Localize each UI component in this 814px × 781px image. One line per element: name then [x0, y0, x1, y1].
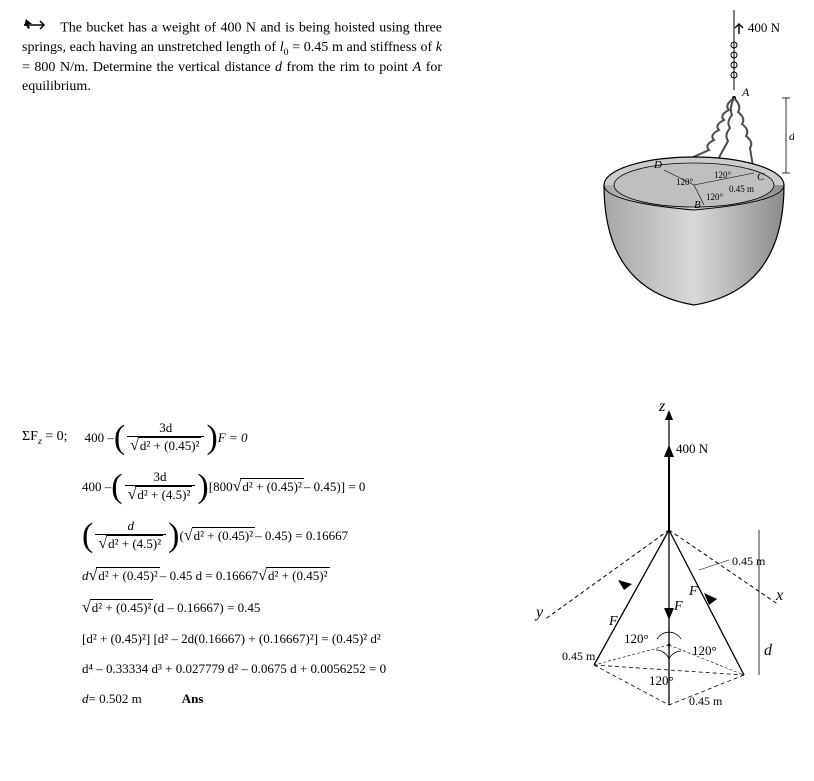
fbd-r2: 0.45 m: [562, 649, 596, 663]
d-var: d: [275, 60, 282, 75]
eq-line-3: ( d √d² + (4.5)² ) ( √d² + (0.45)² – 0.4…: [82, 518, 522, 553]
label-A: A: [741, 85, 750, 99]
cursor-icon: [22, 18, 52, 39]
axis-x: x: [775, 587, 783, 604]
eq-line-4: d √d² + (0.45)² – 0.45 d = 0.16667 √d² +…: [82, 567, 522, 585]
k-var: k: [436, 40, 442, 55]
frac-1: 3d √d² + (0.45)²: [127, 420, 204, 455]
free-body-diagram: z 400 N y x F F F: [514, 395, 794, 725]
fbd-F1: F: [608, 614, 618, 629]
d-label: d: [789, 129, 794, 143]
problem-lead: The bucket has a weight of 400 N and is …: [60, 21, 375, 36]
fbd-d: d: [764, 642, 773, 659]
answer-label: Ans: [182, 691, 204, 707]
eq-line-5: √d² + (0.45)² (d – 0.16667) = 0.45: [82, 599, 522, 617]
eq-line-1: ΣFz = 0; 400 – ( 3d √d² + (0.45)² ) F = …: [22, 420, 522, 455]
solution-area: ΣFz = 0; 400 – ( 3d √d² + (0.45)² ) F = …: [22, 420, 522, 721]
angle-3: 120°: [706, 192, 724, 202]
axis-z: z: [658, 398, 666, 415]
fbd-ang3: 120°: [649, 673, 674, 688]
fbd-force: 400 N: [676, 441, 709, 456]
eq1-400: 400 –: [85, 430, 114, 446]
k-eq: = 800 N/m. Determine the vertical distan…: [22, 60, 275, 75]
fbd-ang2: 120°: [692, 643, 717, 658]
radius-label: 0.45 m: [729, 184, 754, 194]
eq2-b1e: – 0.45)] = 0: [304, 479, 366, 495]
paren-l: (: [114, 421, 125, 455]
eq-line-7: d⁴ – 0.33334 d³ + 0.027779 d² – 0.0675 d…: [82, 661, 522, 677]
frac-3: d √d² + (4.5)²: [95, 518, 166, 553]
eq-line-6: [d² + (0.45)²] [d² – 2d(0.16667) + (0.16…: [82, 631, 522, 647]
eq-line-2: 400 – ( 3d √d² + (4.5)² ) [800 √d² + (0.…: [82, 469, 522, 504]
fbd-r1: 0.45 m: [732, 554, 766, 568]
problem-tail: from the rim to point: [287, 60, 413, 75]
label-C: C: [757, 171, 765, 183]
problem-statement: The bucket has a weight of 400 N and is …: [22, 18, 442, 97]
fbd-ang1: 120°: [624, 631, 649, 646]
eq2-400: 400 –: [82, 479, 111, 495]
angle-2: 120°: [714, 170, 732, 180]
label-B: B: [694, 199, 701, 211]
angle-1: 120°: [676, 177, 694, 187]
frac-2: 3d √d² + (4.5)²: [125, 469, 196, 504]
eq2-b1: [800: [209, 479, 233, 495]
paren-r: ): [206, 421, 217, 455]
sigma-fz: ΣFz = 0;: [22, 429, 68, 447]
eq3-tail: – 0.45) = 0.16667: [255, 528, 348, 544]
label-D: D: [653, 159, 662, 171]
fbd-F3: F: [673, 599, 683, 614]
l0-eq: = 0.45 m and stiffness of: [292, 40, 436, 55]
A-var: A: [413, 60, 422, 75]
eq1-f0: F = 0: [218, 430, 248, 446]
bucket-figure: A D C B 120° 120° 120° 0.45 m d: [574, 10, 794, 330]
fbd-r3: 0.45 m: [689, 694, 723, 708]
eq-line-8: d = 0.502 m Ans: [82, 691, 522, 707]
l0-sub: 0: [284, 47, 289, 58]
fbd-F2: F: [688, 584, 698, 599]
axis-y: y: [534, 604, 544, 621]
